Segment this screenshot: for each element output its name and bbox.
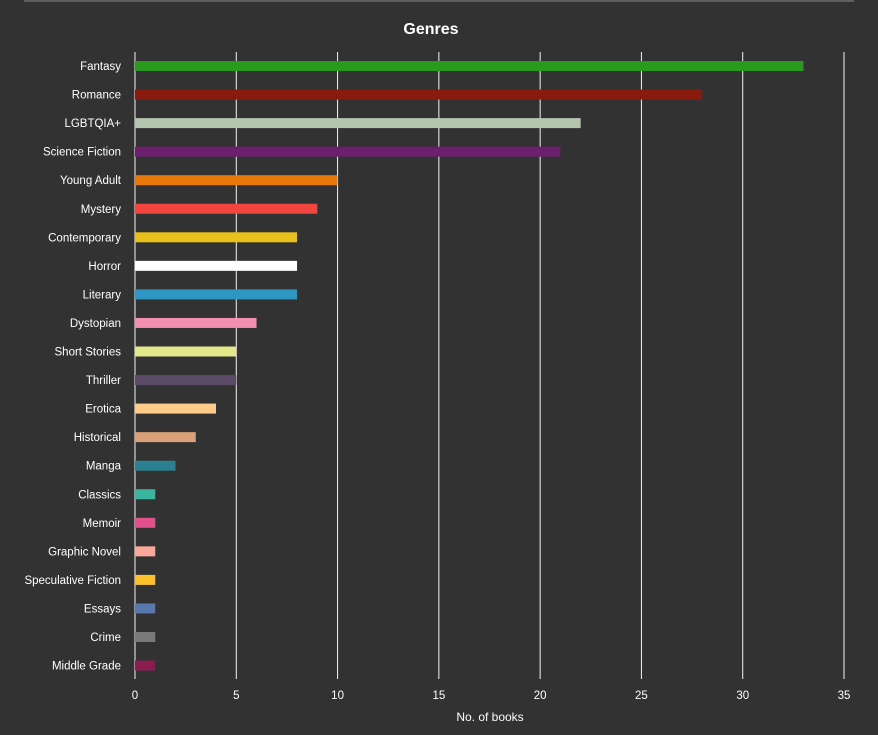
x-tick-label: 0	[132, 690, 138, 702]
bar[interactable]	[135, 603, 156, 614]
x-tick-label: 25	[635, 690, 648, 702]
bars	[135, 61, 804, 671]
bar[interactable]	[135, 375, 237, 386]
category-label: Mystery	[81, 204, 122, 216]
category-label: Fantasy	[80, 61, 121, 73]
x-tick-label: 5	[233, 690, 239, 702]
category-label: Essays	[84, 603, 121, 615]
category-labels: Fantasy Romance LGBTQIA+ Science Fiction You…	[24, 61, 121, 673]
category-label: Memoir	[83, 518, 122, 530]
category-label: Manga	[86, 461, 122, 473]
bar[interactable]	[135, 118, 581, 129]
bar[interactable]	[135, 403, 217, 414]
bar[interactable]	[135, 574, 156, 585]
bar[interactable]	[135, 660, 156, 671]
bar[interactable]	[135, 289, 298, 300]
x-tick-label: 35	[838, 690, 851, 702]
bar[interactable]	[135, 517, 156, 528]
category-label: Short Stories	[55, 347, 122, 359]
bar[interactable]	[135, 489, 156, 500]
bar[interactable]	[135, 460, 176, 471]
category-label: Erotica	[85, 404, 121, 416]
category-label: Science Fiction	[43, 147, 121, 159]
category-label: Graphic Novel	[48, 546, 121, 558]
category-label: Crime	[90, 632, 121, 644]
bar[interactable]	[135, 89, 703, 100]
x-tick-label: 30	[736, 690, 749, 702]
category-label: Thriller	[86, 375, 121, 387]
bar[interactable]	[135, 346, 237, 357]
bar[interactable]	[135, 146, 561, 157]
category-label: Young Adult	[60, 175, 122, 187]
bar[interactable]	[135, 232, 298, 243]
x-tick-label: 10	[331, 690, 344, 702]
category-label: Historical	[74, 432, 121, 444]
category-label: Contemporary	[48, 232, 121, 244]
bar[interactable]	[135, 61, 804, 71]
x-axis-label: No. of books	[456, 710, 523, 724]
category-label: Speculative Fiction	[24, 575, 121, 587]
chart-title: Genres	[403, 21, 458, 38]
x-tick-label: 20	[534, 690, 547, 702]
bar[interactable]	[135, 203, 318, 214]
category-label: Horror	[88, 261, 121, 273]
top-divider	[24, 0, 854, 2]
category-label: Dystopian	[70, 318, 121, 330]
bar[interactable]	[135, 432, 196, 443]
bar[interactable]	[135, 260, 298, 271]
bar[interactable]	[135, 546, 156, 557]
bar[interactable]	[135, 317, 257, 328]
category-label: Literary	[83, 289, 122, 301]
grid-lines	[134, 52, 845, 679]
category-label: LGBTQIA+	[64, 118, 121, 130]
category-label: Middle Grade	[52, 661, 121, 673]
x-tick-label: 15	[432, 690, 445, 702]
x-tick-labels: 0 5 10 15 20 25 30 35	[132, 690, 851, 702]
category-label: Classics	[78, 489, 121, 501]
bar[interactable]	[135, 632, 156, 642]
bar[interactable]	[135, 175, 338, 186]
category-label: Romance	[72, 90, 121, 102]
